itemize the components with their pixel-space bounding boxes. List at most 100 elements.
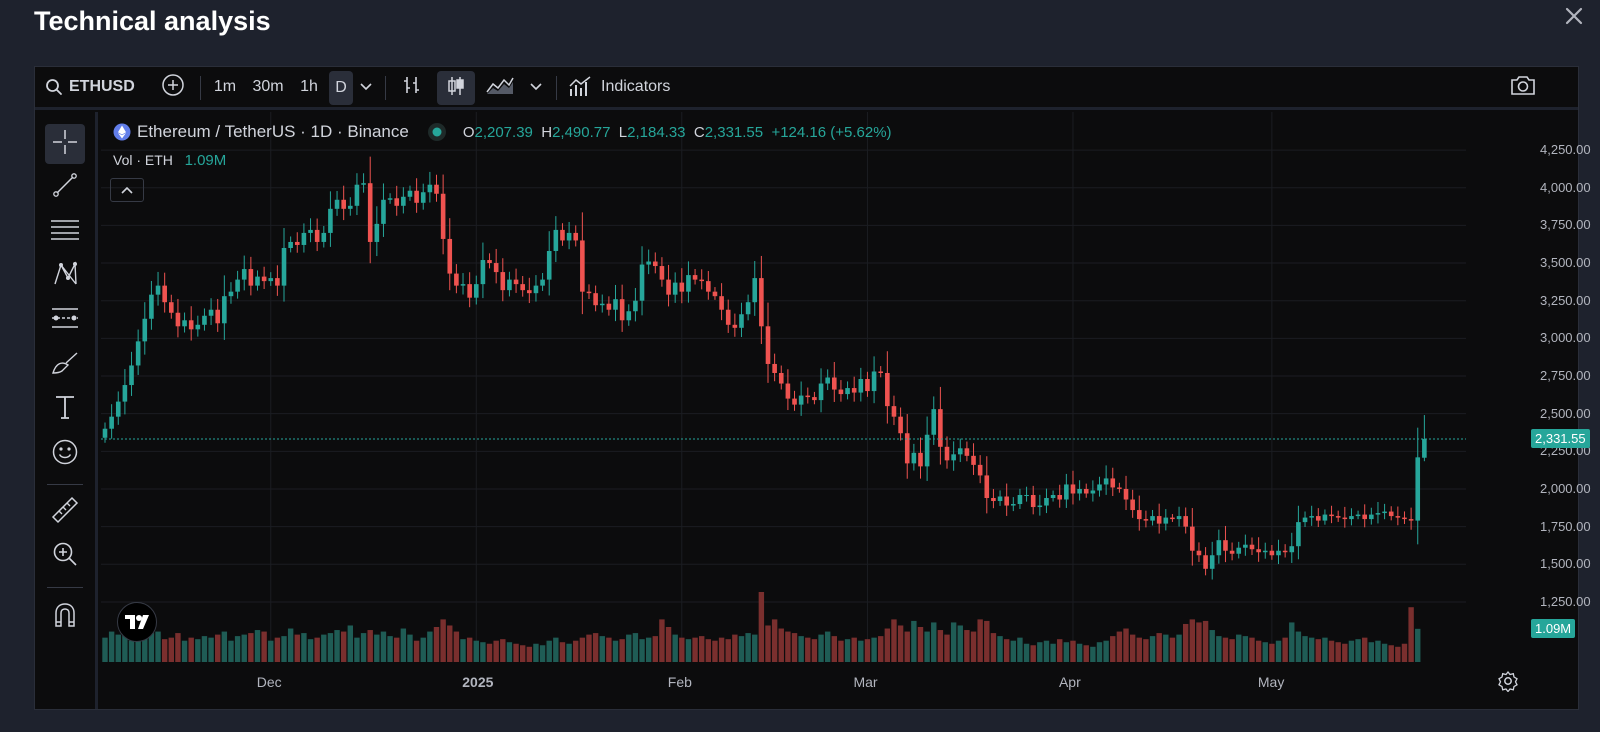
candle-body [1329, 514, 1334, 517]
candle-body [1342, 517, 1348, 520]
candle-body [1349, 516, 1354, 520]
brush-tool[interactable] [45, 345, 85, 385]
volume-bar [148, 633, 155, 662]
volume-bar [1348, 640, 1355, 662]
emoji-tool[interactable] [45, 434, 85, 474]
volume-bar [1030, 645, 1036, 662]
volume-bar [573, 640, 579, 662]
volume-bar [506, 642, 513, 662]
candle-body [420, 192, 426, 203]
candle-body [719, 296, 724, 310]
volume-bar [599, 636, 605, 662]
magnet-tool[interactable] [45, 597, 85, 637]
volume-bar [1083, 645, 1089, 662]
candle-body [997, 496, 1003, 502]
candle-body [792, 398, 797, 405]
candle-style-button[interactable] [437, 71, 475, 105]
pattern-tool[interactable] [45, 256, 85, 296]
area-chart-icon [486, 75, 514, 100]
volume-bar [884, 628, 891, 662]
gear-icon [1497, 670, 1519, 696]
compare-symbol-button[interactable] [157, 67, 189, 107]
volume-bar [1375, 640, 1381, 662]
x-axis-tick: 2025 [462, 674, 494, 690]
candle-body [686, 275, 691, 292]
chart-pane[interactable]: Ethereum / TetherUS · 1D · Binance O2,20… [101, 112, 1591, 709]
candle-body [440, 193, 446, 239]
volume-bar [108, 631, 115, 662]
candle-body [1289, 546, 1295, 553]
interval-30m[interactable]: 30m [252, 78, 284, 95]
candle-body [812, 397, 817, 401]
forecast-tool[interactable] [45, 300, 85, 340]
volume-bar [413, 640, 420, 662]
volume-bar [990, 633, 997, 662]
volume-bar [122, 625, 128, 662]
volume-bar [586, 634, 592, 662]
candle-body [1004, 496, 1009, 506]
symbol-search-button[interactable]: ETHUSD [45, 67, 145, 107]
volume-bar [1189, 619, 1196, 662]
chart-settings-button[interactable] [1497, 670, 1521, 694]
zoom-tool[interactable] [45, 536, 85, 576]
candle-body [1203, 555, 1208, 569]
screenshot-button[interactable] [1505, 67, 1541, 107]
volume-bar [1110, 636, 1116, 662]
candle-body [248, 269, 254, 286]
candle-body [991, 498, 996, 502]
volume-bar [818, 634, 824, 662]
volume-bar [1229, 639, 1235, 662]
y-axis-tick: 2,500.00 [1540, 405, 1591, 421]
candle-body [241, 269, 247, 280]
candle-body [593, 293, 598, 306]
symbol-description[interactable]: Ethereum / TetherUS · 1D · Binance [137, 122, 409, 141]
indicators-button[interactable]: Indicators [568, 67, 688, 107]
volume-bar [1149, 636, 1156, 662]
tradingview-logo[interactable] [117, 602, 157, 642]
volume-bar [771, 619, 778, 662]
area-style-button[interactable] [483, 67, 517, 107]
volume-bar [1269, 643, 1275, 662]
trend-line-tool[interactable] [45, 167, 85, 207]
candle-body [182, 320, 187, 327]
candle-body [706, 281, 711, 292]
volume-bar [639, 639, 645, 662]
candle-body [745, 302, 751, 315]
candle-body [1176, 516, 1182, 520]
text-tool[interactable] [45, 389, 85, 429]
volume-bar [519, 645, 526, 662]
candle-body [407, 190, 413, 197]
interval-1h[interactable]: 1h [300, 78, 318, 95]
candle-body [1156, 516, 1162, 524]
bar-style-button[interactable] [395, 67, 429, 107]
volume-bar [964, 630, 970, 662]
volume-bar [645, 637, 652, 662]
chart-style-dropdown[interactable] [525, 67, 547, 107]
candle-body [924, 434, 930, 467]
close-icon[interactable] [1560, 2, 1588, 30]
interval-1m[interactable]: 1m [213, 78, 237, 95]
volume-bar [838, 640, 844, 662]
volume-bar [566, 643, 572, 662]
candle-body [1335, 516, 1341, 518]
measure-tool[interactable] [45, 492, 85, 532]
candle-body [149, 294, 154, 319]
volume-bar [1023, 643, 1030, 662]
volume-bar [778, 628, 784, 662]
candle-body [447, 238, 453, 274]
interval-d[interactable]: D [329, 71, 353, 105]
interval-dropdown[interactable] [355, 67, 377, 107]
candle-body [507, 279, 512, 291]
price-chart[interactable] [101, 112, 1578, 709]
candle-body [268, 278, 274, 282]
crosshair-tool[interactable] [45, 124, 85, 164]
fib-retracement-tool[interactable] [45, 212, 85, 252]
candle-body [1243, 544, 1248, 548]
candle-body [546, 250, 552, 280]
candle-body [865, 379, 870, 392]
collapse-legend-button[interactable] [110, 178, 144, 202]
chevron-down-icon [530, 78, 542, 96]
symbol-label: ETHUSD [69, 78, 135, 95]
volume-bar [619, 639, 625, 662]
volume-bar [480, 642, 486, 662]
